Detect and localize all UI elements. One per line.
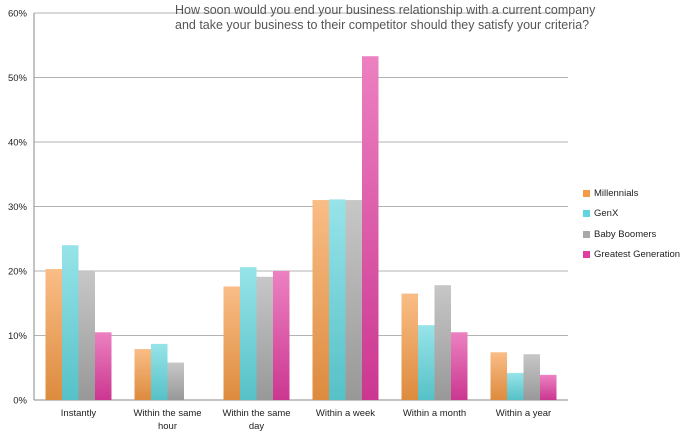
legend-swatch — [583, 251, 590, 259]
legend-swatch — [583, 210, 590, 218]
y-tick-label: 40% — [8, 138, 28, 149]
legend-swatch — [583, 189, 590, 197]
x-category-label: Within the same hour — [133, 408, 201, 432]
legend-label: GenX — [594, 208, 619, 220]
bar-genx — [240, 267, 257, 400]
bar-genx — [151, 343, 168, 400]
legend-item: Millennials — [583, 183, 680, 204]
bar-genx — [329, 199, 346, 400]
bar-greatest-generation — [451, 332, 468, 400]
bar-genx — [507, 372, 524, 400]
bar-millennials — [312, 200, 329, 400]
bar-baby-boomers — [345, 200, 362, 400]
x-category-label: Instantly — [61, 408, 97, 419]
y-tick-label: 30% — [8, 202, 28, 213]
bar-millennials — [223, 286, 240, 400]
y-tick-label: 20% — [8, 267, 28, 278]
legend-item: GenX — [583, 204, 680, 225]
bar-millennials — [490, 352, 507, 400]
bar-millennials — [45, 269, 62, 400]
gridlines — [34, 12, 568, 401]
bar-millennials — [134, 349, 151, 400]
bar-baby-boomers — [256, 276, 273, 400]
x-category-label: Within a week — [316, 408, 375, 419]
legend-swatch — [583, 230, 590, 238]
bar-genx — [418, 325, 435, 400]
x-category-label: Within the same day — [222, 408, 290, 432]
bar-genx — [62, 245, 79, 400]
bar-baby-boomers — [434, 285, 451, 400]
legend: Millennials GenX Baby Boomers Greatest Gene… — [583, 183, 680, 265]
y-tick-label: 0% — [13, 396, 27, 407]
bar-millennials — [401, 293, 418, 400]
bar-greatest-generation — [362, 56, 379, 401]
y-tick-label: 50% — [8, 73, 28, 84]
y-axis-ticks: 0% 10% 20% 30% 40% 50% 60% — [8, 9, 28, 407]
bar-baby-boomers — [523, 354, 540, 400]
bar-greatest-generation — [540, 374, 557, 400]
y-tick-label: 10% — [8, 331, 28, 342]
bars — [45, 56, 557, 401]
bar-greatest-generation — [273, 271, 290, 400]
bar-baby-boomers — [167, 362, 184, 400]
x-category-label: Within a year — [496, 408, 551, 419]
legend-label: Greatest Generation — [594, 249, 681, 261]
legend-item: Baby Boomers — [583, 224, 680, 245]
y-tick-label: 60% — [8, 9, 28, 20]
bar-baby-boomers — [78, 271, 95, 400]
bar-greatest-generation — [95, 332, 112, 400]
legend-label: Baby Boomers — [594, 228, 657, 240]
x-axis-labels: Instantly Within the same hour Within the s… — [61, 408, 551, 432]
legend-label: Millennials — [594, 187, 639, 199]
x-category-label: Within a month — [403, 408, 466, 419]
chart-title: How soon would you end your business rel… — [175, 3, 596, 32]
legend-item: Greatest Generation — [583, 245, 680, 266]
